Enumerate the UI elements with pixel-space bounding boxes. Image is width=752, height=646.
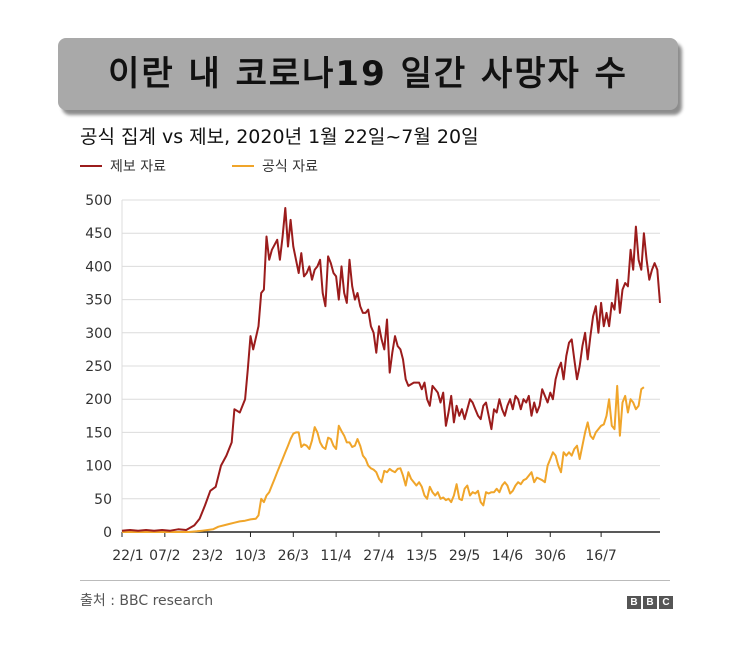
legend-item-official: 공식 자료 xyxy=(232,156,318,176)
y-tick-label: 50 xyxy=(94,492,112,508)
bbc-logo-letter: B xyxy=(643,596,657,609)
chart-title: 이란 내 코로나19 일간 사망자 수 xyxy=(108,54,628,94)
legend-item-reported: 제보 자료 xyxy=(80,156,166,176)
y-tick-label: 350 xyxy=(85,293,112,309)
y-tick-label: 100 xyxy=(85,459,112,475)
x-tick-label: 30/6 xyxy=(535,548,567,564)
x-tick-label: 29/5 xyxy=(449,548,480,564)
bbc-logo-letter: B xyxy=(627,596,641,609)
legend-label-reported: 제보 자료 xyxy=(110,159,166,175)
x-tick-label: 13/5 xyxy=(406,548,437,564)
x-tick-label: 26/3 xyxy=(278,548,309,564)
x-tick-label: 11/4 xyxy=(320,548,352,564)
bbc-logo-letter: C xyxy=(659,596,673,609)
legend-swatch-reported xyxy=(80,165,102,167)
chart-subtitle: 공식 집계 vs 제보, 2020년 1월 22일~7월 20일 xyxy=(80,126,479,148)
y-tick-label: 150 xyxy=(85,425,112,441)
legend-label-official: 공식 자료 xyxy=(262,159,318,175)
legend-swatch-official xyxy=(232,165,254,167)
y-tick-label: 500 xyxy=(85,193,112,209)
y-tick-label: 250 xyxy=(85,359,112,375)
x-tick-label: 22/1 xyxy=(112,548,143,564)
series-line-official xyxy=(122,384,645,533)
y-tick-label: 0 xyxy=(103,525,112,541)
bbc-logo: B B C xyxy=(627,596,673,609)
x-tick-label: 27/4 xyxy=(363,548,395,564)
x-tick-label: 23/2 xyxy=(192,548,223,564)
title-banner: 이란 내 코로나19 일간 사망자 수 xyxy=(58,38,678,110)
x-tick-label: 14/6 xyxy=(492,548,524,564)
series-line-reported xyxy=(121,207,661,532)
y-tick-label: 400 xyxy=(85,259,112,275)
x-tick-label: 16/7 xyxy=(585,548,616,564)
y-tick-label: 450 xyxy=(85,226,112,242)
source-note: 출처 : BBC research xyxy=(80,593,214,609)
y-tick-label: 200 xyxy=(85,392,112,408)
x-tick-label: 10/3 xyxy=(235,548,266,564)
footer-divider xyxy=(80,580,670,581)
y-tick-label: 300 xyxy=(85,326,112,342)
x-tick-label: 07/2 xyxy=(149,548,180,564)
